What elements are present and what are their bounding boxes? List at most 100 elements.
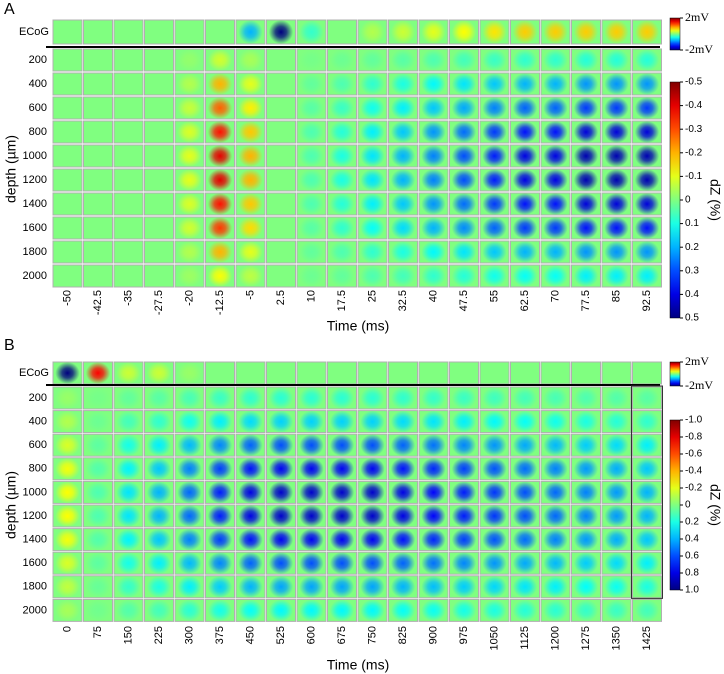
tile-blob <box>512 575 538 598</box>
tile-blob <box>116 552 141 575</box>
depth-label: 1200 <box>23 174 47 186</box>
tile-blob <box>360 217 385 239</box>
tile-blob <box>299 387 324 409</box>
colorbar-tick-label: -0.4 <box>685 466 703 477</box>
colorbar-tick-label: -0.5 <box>685 77 703 88</box>
tile-blob <box>451 217 477 239</box>
tile-blob <box>329 49 355 71</box>
colorbar-tick-label: 0.2 <box>685 517 699 528</box>
tile-blob <box>329 387 355 409</box>
tile-blob <box>573 169 599 191</box>
tile-blob <box>543 97 568 119</box>
tile-blob <box>360 97 385 119</box>
depth-label: 600 <box>29 439 47 451</box>
tile-blob <box>116 575 141 598</box>
ecog-label: ECoG <box>19 26 49 38</box>
tile-blob <box>512 145 538 167</box>
tile-blob <box>482 362 507 384</box>
tile-blob <box>360 362 385 384</box>
tile-blob <box>543 387 568 409</box>
tile-blob <box>451 73 477 95</box>
tile-blob <box>360 599 385 622</box>
time-label: 450 <box>244 626 256 644</box>
tile-blob <box>177 193 202 215</box>
tile-blob <box>299 575 324 598</box>
tile-blob <box>634 121 660 143</box>
colorbar-tick-label: -1.0 <box>685 415 703 426</box>
tile-blob <box>268 241 294 263</box>
tile-blob <box>634 457 660 480</box>
tile-blob <box>390 505 416 527</box>
tile-blob <box>268 121 294 143</box>
tile-blob <box>634 387 660 409</box>
tile-blob <box>512 410 538 433</box>
tile-blob <box>573 457 599 480</box>
tile-blob <box>116 145 141 167</box>
tile-blob <box>238 410 263 433</box>
tile-blob <box>543 241 568 263</box>
tile-blob <box>299 265 324 287</box>
tile-blob <box>604 552 629 575</box>
tile-blob <box>634 505 660 527</box>
tile-blob <box>634 73 660 95</box>
colorbar-tick-label: -0.6 <box>685 449 703 460</box>
tile-blob <box>482 121 507 143</box>
tile-blob <box>268 410 294 433</box>
tile-blob <box>451 97 477 119</box>
tile-blob <box>482 410 507 433</box>
tile-blob <box>604 145 629 167</box>
tile-blob <box>299 49 324 71</box>
time-label: 0 <box>61 626 73 632</box>
tile-blob <box>390 575 416 598</box>
tile-blob <box>604 528 629 551</box>
tile-blob <box>543 362 568 384</box>
time-label: 92.5 <box>641 290 653 311</box>
tile-blob <box>299 362 324 384</box>
tile-blob <box>238 575 263 598</box>
tile-blob <box>543 410 568 433</box>
tile-blob <box>390 217 416 239</box>
tile-blob <box>512 121 538 143</box>
tile-blob <box>116 481 141 504</box>
depth-label: 400 <box>29 416 47 428</box>
tile-blob <box>512 599 538 622</box>
tile-blob <box>634 265 660 287</box>
colorbar-tick-label: -0.3 <box>685 124 703 135</box>
tile-blob <box>482 265 507 287</box>
tile-blob <box>573 121 599 143</box>
tile-blob <box>543 49 568 71</box>
tile-blob <box>116 193 141 215</box>
tile-blob <box>329 73 355 95</box>
tile-blob <box>512 97 538 119</box>
tile-blob <box>85 145 111 167</box>
tile-blob <box>390 97 416 119</box>
colorbar-tick-label: -0.8 <box>685 432 703 443</box>
tile-blob <box>604 434 629 457</box>
tile-blob <box>634 169 660 191</box>
tile-blob <box>116 121 141 143</box>
tile-blob <box>207 528 233 551</box>
tile-blob <box>329 217 355 239</box>
tile-blob <box>85 410 111 433</box>
depth-label: 2000 <box>23 604 47 616</box>
time-label: 300 <box>183 626 195 644</box>
depth-label: 1200 <box>23 510 47 522</box>
tile-blob <box>512 457 538 480</box>
tile-blob <box>482 387 507 409</box>
tile-blob <box>604 49 629 71</box>
tile-blob <box>55 169 80 191</box>
tile-blob <box>177 169 202 191</box>
colorbar-tick-label: 2mV <box>685 10 709 24</box>
time-label: 85 <box>610 290 622 302</box>
tile-blob <box>604 362 629 384</box>
tile-blob <box>573 265 599 287</box>
tile-blob <box>634 49 660 71</box>
colorbar-tick-label: -2mV <box>685 42 713 56</box>
tile-blob <box>177 265 202 287</box>
tile-blob <box>421 97 446 119</box>
tile-blob <box>451 457 477 480</box>
tile-blob <box>390 73 416 95</box>
tile-blob <box>146 387 172 409</box>
tile-blob <box>543 169 568 191</box>
tile-blob <box>329 97 355 119</box>
